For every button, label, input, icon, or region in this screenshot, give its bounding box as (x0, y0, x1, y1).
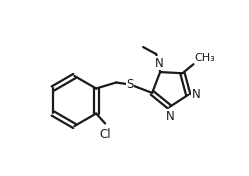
Text: N: N (192, 88, 201, 101)
Text: S: S (126, 78, 134, 91)
Text: CH₃: CH₃ (194, 53, 215, 63)
Text: Cl: Cl (99, 128, 111, 142)
Text: N: N (155, 57, 164, 70)
Text: N: N (166, 110, 175, 123)
